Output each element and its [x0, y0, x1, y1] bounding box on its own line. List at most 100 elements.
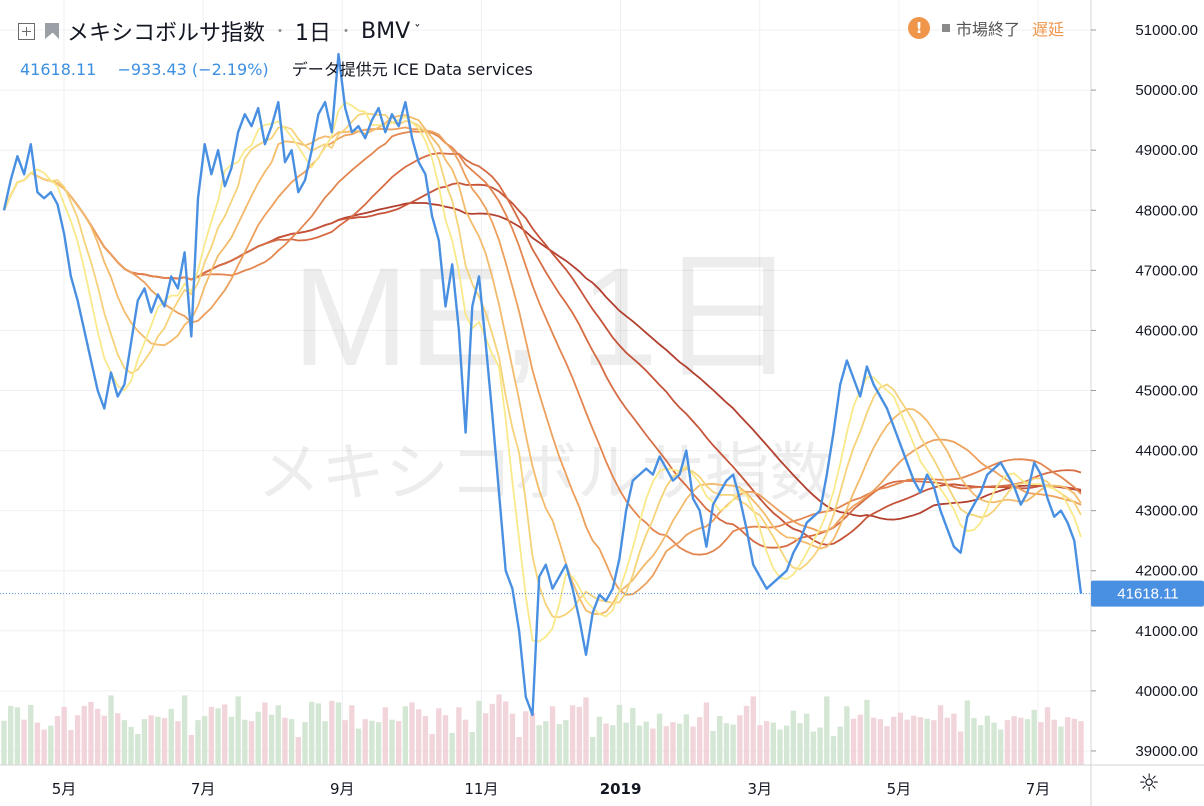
volume-bar	[670, 722, 676, 765]
volume-bar	[810, 731, 817, 765]
volume-bar	[369, 720, 375, 765]
volume-bar	[161, 718, 168, 765]
volume-bar	[850, 718, 857, 765]
x-axis[interactable]: 5月 7月 9月 11月 2019 3月 5月 7月	[0, 764, 1204, 798]
volume-bar	[202, 716, 208, 765]
last-price-label: 41618.11	[1091, 580, 1204, 607]
status-square-icon	[942, 24, 950, 32]
volume-bar	[1051, 719, 1057, 765]
watermark: ME, 1日 メキシコボルサ指数	[257, 238, 833, 511]
volume-bar	[456, 707, 462, 765]
volume-bar	[971, 718, 977, 765]
volume-bar	[41, 729, 47, 765]
volume-bar	[228, 716, 235, 765]
volume-bars	[1, 694, 1084, 765]
volume-bar	[1071, 718, 1077, 765]
volume-bar	[824, 696, 830, 765]
y-tick-label: 42000.00	[1135, 563, 1198, 580]
volume-bar	[563, 720, 569, 765]
volume-bar	[931, 720, 937, 765]
x-tick-label: 7月	[191, 780, 216, 798]
y-tick-label: 44000.00	[1135, 443, 1198, 460]
volume-bar	[1038, 722, 1044, 765]
volume-bar	[74, 715, 81, 765]
market-status: ! 市場終了 遅延	[908, 14, 1064, 42]
volume-bar	[315, 703, 322, 765]
delayed-label[interactable]: 遅延	[1032, 20, 1065, 39]
volume-bar	[101, 715, 108, 765]
x-tick-label: 5月	[52, 780, 77, 798]
exchange-label[interactable]: BMV	[361, 18, 411, 44]
volume-bar	[382, 707, 388, 765]
symbol-header: メキシコボルサ指数 ・ 1日 ・ BMV ˇ	[18, 14, 421, 48]
volume-bar	[944, 717, 950, 765]
y-axis[interactable]: 51000.00 50000.00 49000.00 48000.00 47000.00…	[1090, 0, 1198, 806]
volume-bar	[697, 717, 703, 765]
volume-bar	[1004, 720, 1011, 765]
last-price-badge	[1091, 580, 1204, 607]
interval-label[interactable]: 1日	[295, 21, 332, 46]
volume-bar	[804, 713, 810, 765]
volume-bar	[630, 707, 636, 765]
ma-line	[3, 126, 1082, 596]
volume-bar	[222, 704, 228, 765]
volume-bar	[108, 695, 114, 765]
price-change: −933.43 (−2.19%)	[117, 60, 269, 79]
volume-bar	[783, 725, 790, 765]
volume-bar	[957, 731, 964, 765]
x-tick-label: 9月	[330, 780, 355, 798]
volume-bar	[302, 722, 308, 765]
chevron-down-icon[interactable]: ˇ	[414, 23, 421, 39]
volume-bar	[790, 710, 797, 765]
volume-bar	[175, 721, 181, 765]
volume-bar	[61, 706, 67, 765]
volume-bar	[777, 729, 783, 765]
volume-bar	[429, 734, 435, 765]
volume-bar	[870, 717, 877, 765]
volume-bar	[683, 714, 689, 765]
volume-bar	[14, 707, 21, 765]
volume-bar	[68, 730, 74, 765]
volume-bar	[750, 696, 756, 765]
gear-icon[interactable]: ☼	[1138, 769, 1160, 797]
ma-line	[3, 114, 1082, 616]
volume-bar	[1078, 721, 1084, 765]
volume-bar	[188, 735, 194, 765]
volume-bar	[737, 715, 743, 765]
flag-icon[interactable]	[45, 23, 59, 39]
volume-bar	[984, 715, 991, 765]
volume-bar	[54, 716, 61, 765]
plus-box-icon[interactable]	[18, 22, 35, 40]
volume-bar	[656, 713, 663, 765]
exclamation-icon[interactable]: !	[908, 17, 930, 39]
volume-bar	[1018, 717, 1024, 765]
volume-bar	[322, 721, 328, 765]
volume-bar	[168, 708, 174, 765]
y-tick-label: 49000.00	[1135, 142, 1198, 159]
volume-bar	[884, 726, 890, 765]
volume-bar	[844, 706, 850, 765]
volume-bar	[1064, 717, 1071, 765]
volume-bar	[650, 728, 656, 765]
volume-bar	[830, 736, 837, 765]
volume-bar	[663, 726, 669, 765]
volume-bar	[355, 728, 362, 765]
y-tick-label: 47000.00	[1135, 262, 1198, 279]
volume-bar	[1044, 707, 1051, 765]
volume-bar	[1011, 716, 1017, 765]
x-tick-label: 3月	[747, 780, 772, 798]
volume-bar	[135, 734, 141, 765]
volume-bar	[723, 723, 730, 765]
volume-bar	[757, 725, 763, 765]
volume-bar	[529, 712, 536, 765]
x-tick-label: 5月	[887, 780, 912, 798]
price-line[interactable]	[2, 52, 1083, 717]
x-tick-label: 11月	[464, 780, 498, 798]
volume-bar	[235, 696, 241, 765]
symbol-name[interactable]: メキシコボルサ指数	[67, 21, 266, 46]
volume-bar	[28, 704, 34, 765]
volume-bar	[208, 706, 215, 765]
volume-bar	[349, 705, 355, 765]
volume-bar	[155, 716, 161, 765]
